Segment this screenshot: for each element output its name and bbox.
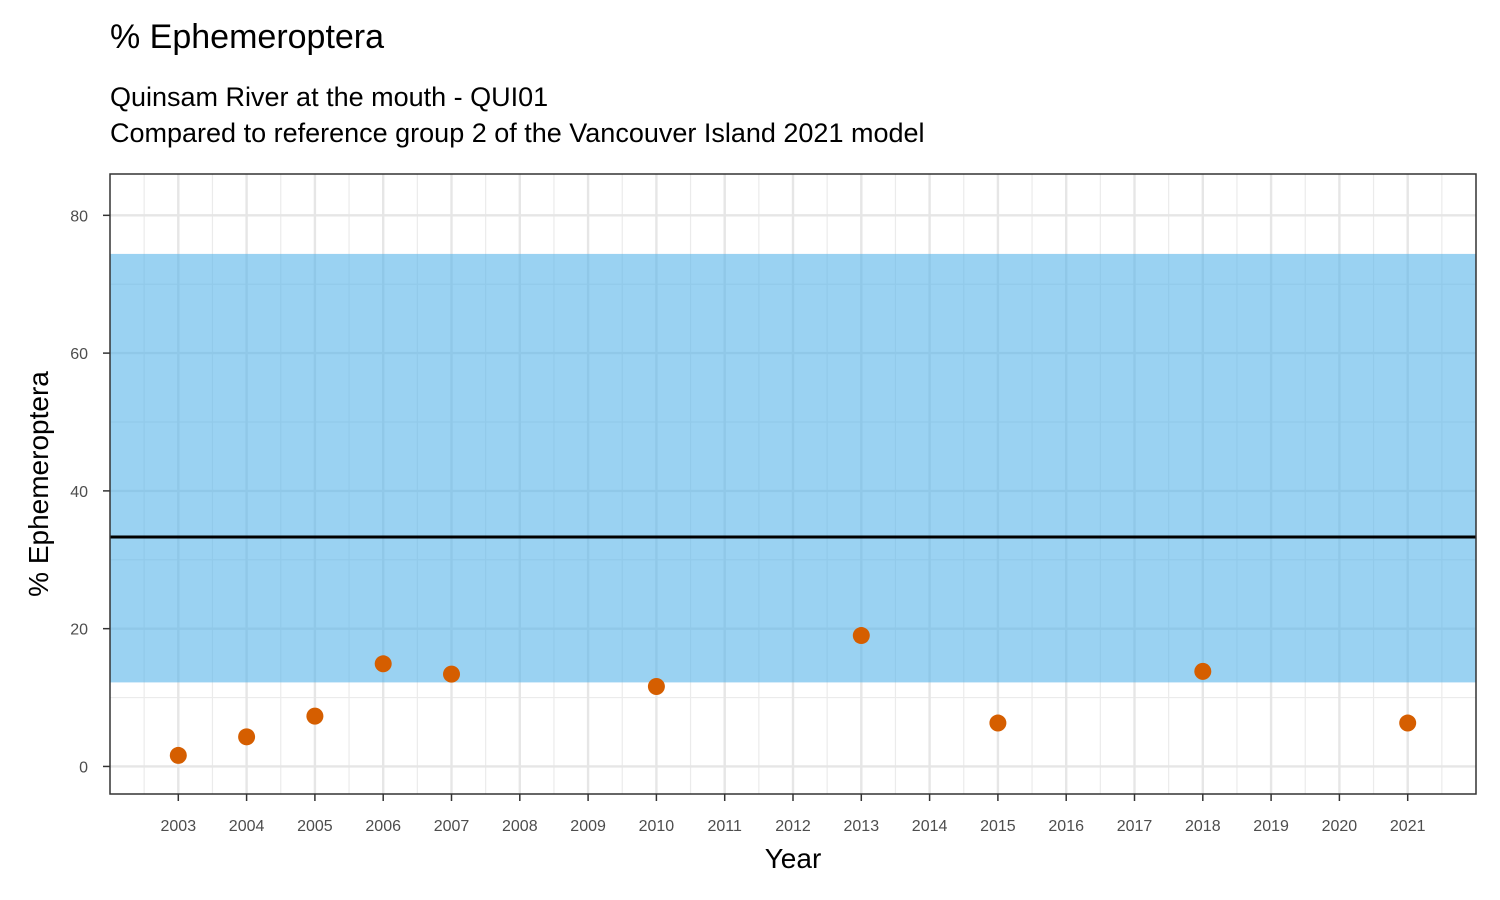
y-tick-label: 0: [79, 759, 88, 776]
x-tick-label: 2003: [161, 818, 197, 835]
plot-area: 2003 2004 2005 2006 2007 2008 2009 2010 2011 2012…: [70, 173, 1477, 835]
x-tick-label: 2021: [1390, 818, 1426, 835]
y-tick-label: 20: [70, 622, 88, 639]
x-tick-label: 2008: [502, 818, 538, 835]
reference-band: [110, 253, 1476, 683]
y-axis-title: % Ephemeroptera: [23, 371, 54, 597]
x-tick-label: 2019: [1253, 818, 1289, 835]
data-point: [1399, 714, 1417, 732]
chart-subtitle-line-1: Quinsam River at the mouth - QUI01: [110, 82, 549, 112]
x-tick-label: 2018: [1185, 818, 1221, 835]
x-tick-label: 2007: [434, 818, 470, 835]
x-tick-label: 2004: [229, 818, 265, 835]
x-tick-label: 2013: [844, 818, 880, 835]
x-tick-label: 2015: [980, 818, 1016, 835]
x-tick-label: 2017: [1117, 818, 1153, 835]
x-tick-label: 2011: [707, 818, 742, 835]
data-point: [647, 678, 665, 696]
y-tick-label: 80: [70, 208, 88, 225]
x-tick-label: 2009: [570, 818, 606, 835]
x-tick-label: 2012: [775, 818, 811, 835]
x-tick-label: 2016: [1048, 818, 1084, 835]
x-tick-label: 2014: [912, 818, 948, 835]
data-point: [374, 655, 392, 673]
data-point: [989, 714, 1007, 732]
x-tick-label: 2006: [365, 818, 401, 835]
data-point: [306, 707, 324, 725]
data-point: [443, 665, 460, 683]
x-tick-label: 2020: [1322, 818, 1358, 835]
chart-title: % Ephemeroptera: [110, 18, 385, 56]
data-point: [169, 746, 187, 764]
data-point: [238, 728, 256, 746]
x-tick-label: 2010: [639, 818, 675, 835]
y-tick-label: 40: [70, 484, 88, 501]
chart-subtitle-line-2: Compared to reference group 2 of the Van…: [110, 118, 925, 148]
x-axis-title: Year: [765, 843, 822, 874]
data-point: [1194, 662, 1212, 680]
y-tick-label: 60: [70, 346, 88, 363]
data-point: [852, 627, 870, 645]
x-tick-label: 2005: [297, 818, 333, 835]
